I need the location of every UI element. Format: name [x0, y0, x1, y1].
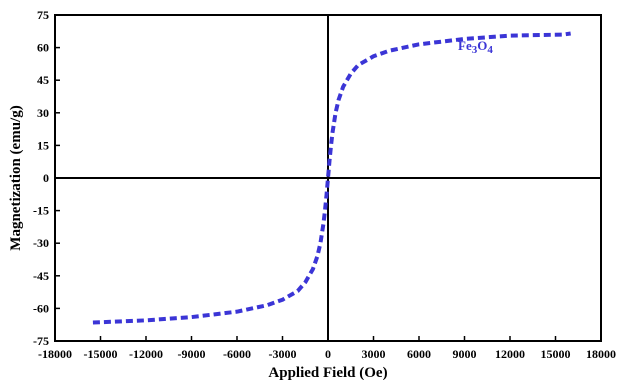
y-tick-label: 75 [37, 8, 49, 22]
x-tick-label: -18000 [38, 347, 72, 361]
legend-text: O [477, 38, 487, 53]
x-tick-label: -9000 [178, 347, 206, 361]
y-tick-label: 0 [43, 171, 49, 185]
y-tick-label: 60 [37, 41, 49, 55]
x-tick-label: -15000 [84, 347, 118, 361]
x-tick-label: 3000 [362, 347, 386, 361]
y-tick-label: 30 [37, 106, 49, 120]
legend-text: Fe [458, 38, 472, 53]
zero-lines [55, 15, 601, 341]
y-tick-label: -45 [33, 269, 49, 283]
x-tick-label: -6000 [223, 347, 251, 361]
x-tick-label: 0 [325, 347, 331, 361]
y-tick-label: -75 [33, 334, 49, 348]
x-tick-label: 15000 [541, 347, 571, 361]
legend-subscript: 3 [472, 44, 478, 56]
x-ticks: -18000 -15000 -12000 -9000 -6000 -3000 0 3000 60… [38, 336, 616, 361]
y-ticks: -75 -60 -45 -30 -15 0 15 30 45 60 75 [33, 8, 60, 348]
y-tick-label: -15 [33, 204, 49, 218]
x-tick-label: 6000 [407, 347, 431, 361]
y-tick-label: 15 [37, 138, 49, 152]
series-group [92, 31, 571, 325]
series-line-fe3o4 [92, 31, 571, 325]
y-tick-label: -60 [33, 301, 49, 315]
y-tick-label: 45 [37, 73, 49, 87]
legend-label-fe3o4: Fe3O4 [458, 38, 493, 56]
legend-subscript: 4 [487, 44, 493, 56]
x-tick-label: 18000 [586, 347, 616, 361]
x-tick-label: -3000 [269, 347, 297, 361]
x-tick-label: 12000 [495, 347, 525, 361]
y-axis-label: Magnetization (emu/g) [8, 105, 24, 250]
x-tick-label: 9000 [453, 347, 477, 361]
x-axis-label: Applied Field (Oe) [268, 365, 387, 380]
x-tick-label: -12000 [129, 347, 163, 361]
y-tick-label: -30 [33, 236, 49, 250]
